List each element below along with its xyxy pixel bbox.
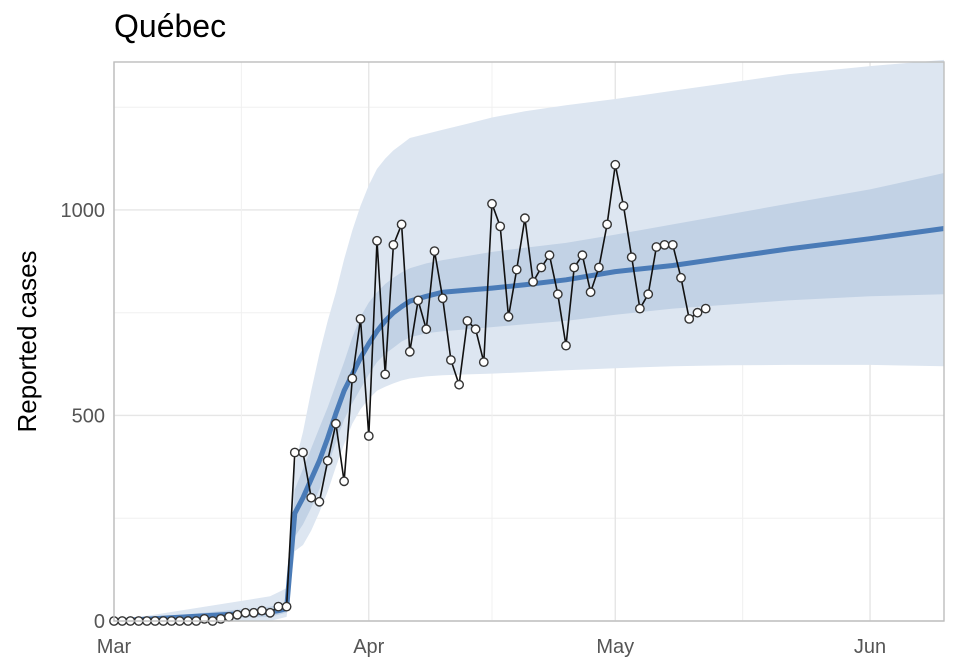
y-tick-label: 500 [72, 405, 105, 427]
fit-line [113, 226, 945, 624]
observed-point [429, 246, 440, 257]
observed-point [388, 239, 399, 250]
observed-point [585, 287, 596, 298]
observed-point [437, 293, 448, 304]
observed-point [256, 605, 267, 616]
x-tick-label: May [596, 636, 634, 658]
x-tick-label: Jun [854, 636, 886, 658]
observed-point [561, 340, 571, 351]
observed-point [692, 307, 703, 318]
observed-point [511, 264, 522, 275]
observed-point [281, 601, 292, 612]
observed-point [265, 607, 275, 618]
observed-point [404, 346, 415, 357]
observed-point [470, 324, 481, 335]
observed-point [248, 607, 259, 618]
y-tick-label: 1000 [61, 200, 106, 222]
observed-point [314, 496, 325, 507]
observed-point [232, 609, 243, 620]
observed-point [396, 219, 407, 230]
observed-point [322, 455, 333, 466]
observed-point [273, 601, 284, 612]
observed-point [487, 198, 497, 209]
observed-point [240, 607, 251, 618]
observed-point [306, 492, 317, 503]
observed-point [454, 379, 464, 390]
observed-point [330, 418, 341, 429]
observed-point [659, 239, 670, 250]
observed-point [339, 476, 349, 487]
observed-point [413, 295, 423, 306]
observed-point [651, 242, 662, 252]
panel-border [113, 61, 945, 622]
y-axis-title: Reported cases [12, 250, 42, 432]
observed-point [626, 252, 637, 263]
observed-point [577, 250, 588, 261]
observed-point [199, 614, 210, 624]
observed-point [536, 262, 547, 273]
observed-point [635, 303, 645, 314]
observed-point [618, 200, 629, 211]
observed-point [380, 369, 391, 380]
observed-point [528, 276, 538, 287]
x-tick-label: Apr [353, 636, 384, 658]
observed-point [495, 221, 506, 232]
observed-point [503, 311, 514, 322]
observed-point [676, 272, 686, 283]
observed-point [667, 239, 678, 250]
observed-point [520, 213, 530, 224]
observed-point [643, 289, 654, 300]
x-tick-label: Mar [97, 636, 132, 658]
observed-point [215, 614, 226, 624]
chart-title: Québec [114, 8, 227, 44]
fit-line-group [113, 226, 945, 624]
observed-point [478, 357, 489, 367]
observed-point [289, 447, 300, 458]
observed-point [363, 431, 374, 441]
observed-point [445, 355, 456, 365]
observed-point [462, 315, 473, 326]
observed-point [544, 250, 555, 261]
confidence-bands [114, 59, 944, 621]
tick-labels: 0 500 1000 Mar Apr May Jun [61, 200, 887, 658]
observed-point [355, 313, 366, 324]
observed-point [421, 324, 432, 335]
observed-point [569, 262, 580, 273]
inner-confidence-band [114, 173, 944, 621]
observed-point [224, 612, 234, 622]
y-tick-label: 0 [94, 611, 105, 633]
observed-point [372, 235, 382, 246]
observed-point [594, 262, 604, 273]
observed-point [684, 313, 695, 324]
observed-point [298, 447, 308, 458]
observed-point [700, 303, 711, 314]
observed-point [552, 289, 563, 300]
observed-point [610, 159, 621, 170]
observed-point [347, 373, 358, 384]
outer-confidence-band [114, 59, 944, 621]
observed-point [602, 219, 612, 230]
